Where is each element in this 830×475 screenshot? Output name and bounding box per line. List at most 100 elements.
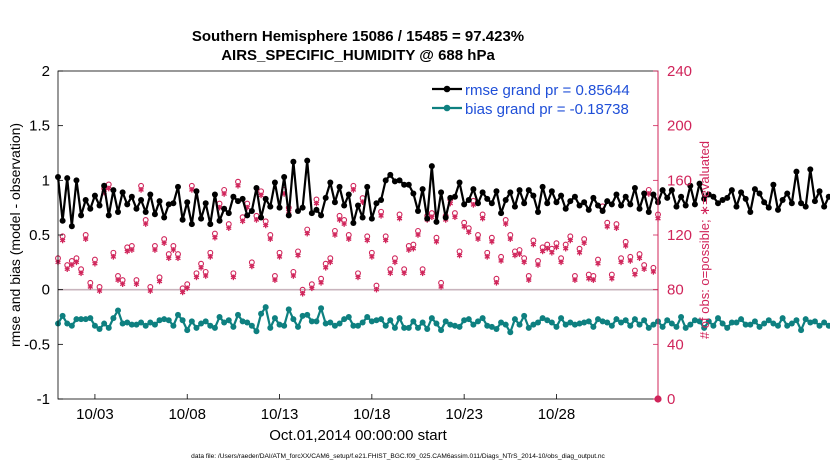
rmse-marker — [622, 193, 629, 200]
rmse-marker — [595, 202, 601, 209]
rmse-marker — [631, 184, 638, 191]
bias-marker — [101, 320, 108, 327]
obs-evaluated-marker — [267, 236, 274, 242]
bias-marker — [285, 306, 292, 313]
obs-evaluated-marker — [576, 249, 583, 256]
bias-marker — [770, 320, 777, 327]
rmse-marker — [567, 198, 574, 205]
rmse-marker — [276, 204, 283, 211]
bias-marker — [650, 321, 657, 328]
rmse-marker — [207, 221, 214, 228]
obs-evaluated-marker — [170, 247, 177, 253]
obs-evaluated-stroke — [632, 272, 638, 277]
obs-evaluated-stroke — [609, 276, 615, 281]
rmse-marker — [798, 200, 805, 207]
bias-marker — [811, 318, 818, 325]
bias-marker — [710, 322, 717, 329]
rmse-marker — [258, 214, 265, 221]
rmse-marker — [368, 215, 375, 222]
x-tick-label: 10/28 — [538, 406, 576, 423]
obs-evaluated-marker — [230, 274, 237, 281]
rmse-marker — [553, 199, 560, 206]
rmse-marker — [756, 190, 763, 197]
x-tick-label: 10/18 — [353, 406, 391, 423]
obs-evaluated-marker — [456, 252, 463, 259]
obs-evaluated-stroke — [595, 261, 601, 266]
obs-evaluated-marker — [392, 259, 398, 266]
rmse-marker — [105, 212, 112, 219]
obs-evaluated-marker — [341, 221, 347, 227]
rmse-marker — [451, 193, 458, 200]
rmse-marker — [488, 200, 495, 207]
obs-evaluated-stroke — [558, 260, 564, 265]
rmse-marker — [475, 200, 481, 207]
obs-evaluated-stroke — [96, 289, 103, 293]
rmse-marker — [793, 168, 800, 175]
obs-evaluated-stroke — [378, 213, 384, 218]
rmse-marker — [525, 187, 532, 194]
bias-marker — [599, 318, 606, 325]
bias-marker — [511, 316, 518, 323]
bias-marker — [313, 318, 320, 325]
bias-marker — [165, 317, 172, 324]
bias-marker — [668, 320, 675, 327]
bias-marker — [299, 312, 306, 319]
bias-marker — [636, 321, 643, 328]
rmse-marker — [179, 216, 186, 223]
obs-evaluated-marker — [410, 245, 417, 252]
obs-evaluated-marker — [96, 288, 103, 294]
bias-marker — [373, 317, 380, 324]
bias-marker — [91, 322, 98, 329]
bias-marker — [396, 315, 403, 322]
obs-evaluated-marker — [586, 275, 592, 282]
rmse-marker — [498, 210, 505, 217]
rmse-marker — [678, 193, 685, 200]
obs-evaluated-stroke — [535, 263, 541, 268]
obs-evaluated-stroke — [332, 233, 338, 237]
obs-evaluated-stroke — [544, 246, 550, 251]
obs-evaluated-marker — [433, 239, 440, 245]
obs-evaluated-marker — [59, 237, 66, 244]
bias-marker — [525, 324, 532, 331]
obs-evaluated-stroke — [507, 237, 514, 242]
bias-marker — [622, 317, 629, 324]
bias-marker — [68, 322, 75, 329]
bias-marker — [687, 321, 694, 328]
bias-marker — [691, 317, 698, 324]
bias-marker — [73, 316, 80, 323]
obs-evaluated-marker — [549, 249, 555, 256]
rmse-marker — [68, 223, 75, 230]
obs-evaluated-stroke — [119, 282, 126, 287]
obs-evaluated-marker — [290, 273, 297, 279]
obs-evaluated-stroke — [493, 280, 500, 285]
bias-marker — [498, 319, 505, 326]
obs-evaluated-marker — [479, 215, 486, 222]
obs-evaluated-marker — [87, 284, 94, 290]
bias-marker — [82, 316, 89, 323]
obs-evaluated-marker — [530, 241, 537, 248]
bias-marker — [364, 314, 371, 320]
rmse-marker — [544, 200, 551, 207]
bias-marker — [678, 314, 685, 320]
obs-evaluated-marker — [327, 259, 334, 266]
obs-evaluated-stroke — [604, 224, 610, 229]
rmse-marker — [188, 221, 195, 228]
rmse-marker — [761, 199, 768, 206]
bias-marker — [350, 322, 357, 329]
obs-evaluated-stroke — [226, 226, 232, 231]
obs-evaluated-stroke — [479, 216, 486, 221]
obs-evaluated-stroke — [369, 254, 375, 259]
obs-evaluated-marker — [406, 247, 412, 253]
obs-evaluated-stroke — [406, 248, 412, 252]
bias-marker — [151, 321, 158, 328]
bias-marker — [202, 318, 209, 325]
rmse-marker — [142, 209, 149, 216]
obs-evaluated-marker — [604, 224, 610, 230]
obs-evaluated-marker — [193, 274, 200, 281]
obs-evaluated-stroke — [170, 248, 177, 252]
y-axis-label-right: # of obs: o=possible; ∗=evaluated — [697, 141, 712, 339]
rmse-marker — [410, 190, 417, 197]
obs-evaluated-stroke — [276, 254, 283, 259]
rmse-marker — [248, 207, 255, 214]
